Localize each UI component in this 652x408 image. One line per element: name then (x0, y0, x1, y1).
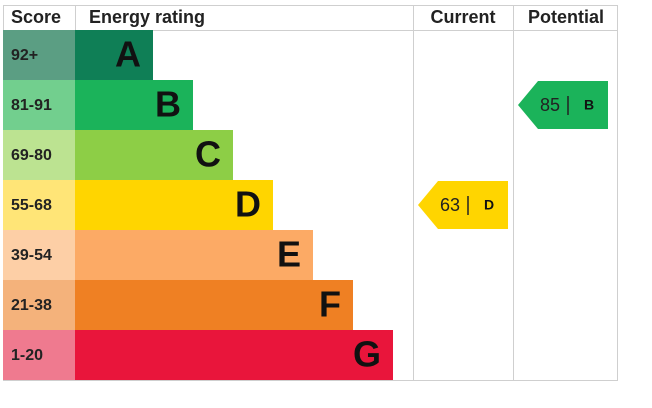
rating-bar (75, 330, 393, 380)
rating-bar (75, 280, 353, 330)
rating-bar (75, 180, 273, 230)
score-label: 21-38 (11, 297, 52, 314)
rating-bar (75, 130, 233, 180)
score-cell (3, 130, 75, 180)
score-label: 39-54 (11, 247, 52, 264)
current-arrow (418, 181, 508, 229)
score-label: 55-68 (11, 197, 52, 214)
potential-value: 85 (540, 95, 560, 115)
header-current: Current (430, 7, 495, 27)
rating-bar (75, 80, 193, 130)
score-cell (3, 280, 75, 330)
score-cell (3, 80, 75, 130)
band-letter: E (277, 234, 301, 275)
band-letter: A (115, 34, 141, 75)
potential-letter: B (584, 97, 594, 113)
header-potential: Potential (528, 7, 604, 27)
score-cell (3, 30, 75, 80)
potential-arrow (518, 81, 608, 129)
band-letter: B (155, 84, 181, 125)
band-letter: C (195, 134, 221, 175)
score-cell (3, 180, 75, 230)
band-letter: G (353, 334, 381, 375)
current-letter: D (484, 197, 494, 213)
rating-bar (75, 30, 153, 80)
score-label: 81-91 (11, 97, 52, 114)
header-energy-rating: Energy rating (89, 7, 205, 27)
current-value: 63 (440, 195, 460, 215)
band-letter: F (319, 284, 341, 325)
band-letter: D (235, 184, 261, 225)
header-score: Score (11, 7, 61, 27)
score-label: 1-20 (11, 347, 43, 364)
score-cell (3, 330, 75, 380)
rating-bar (75, 230, 313, 280)
score-label: 69-80 (11, 147, 52, 164)
score-label: 92+ (11, 47, 38, 64)
score-cell (3, 230, 75, 280)
